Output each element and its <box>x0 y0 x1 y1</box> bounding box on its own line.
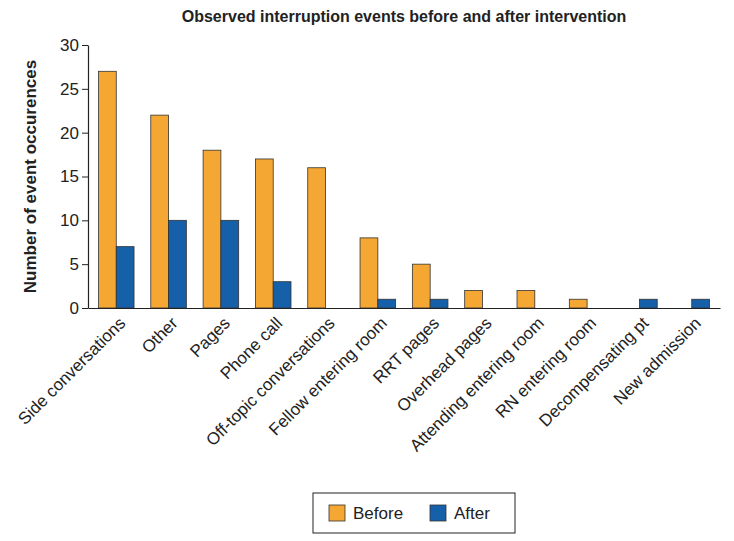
axis-line <box>89 308 721 309</box>
bar <box>203 150 221 308</box>
legend-swatch <box>430 505 446 521</box>
chart: Observed interruption events before and … <box>0 0 734 541</box>
bar <box>430 299 448 308</box>
tick: RN entering room <box>492 308 600 422</box>
legend-item: Before <box>329 504 403 523</box>
legend-swatch <box>329 505 345 521</box>
tick-mark <box>82 177 88 178</box>
tick: 5 <box>70 255 88 274</box>
tick: New admission <box>610 308 705 409</box>
bars <box>98 71 709 308</box>
tick-mark <box>82 89 88 90</box>
x-axis: Side conversationsOtherPagesPhone callOf… <box>14 308 720 455</box>
tick-label: Pages <box>186 314 234 362</box>
bar <box>255 159 273 308</box>
tick: 20 <box>60 124 88 143</box>
tick-label: Other <box>138 313 182 357</box>
tick-label: 5 <box>70 255 79 274</box>
tick: Other <box>138 308 182 357</box>
tick-label: 0 <box>70 299 79 318</box>
bar <box>308 168 326 308</box>
bar <box>692 299 710 308</box>
axis-line <box>88 46 89 309</box>
tick-label: 15 <box>60 167 79 186</box>
tick-label: Overhead pages <box>393 314 495 416</box>
bar <box>116 247 134 308</box>
bar <box>151 115 169 308</box>
bar <box>360 238 378 308</box>
legend-box <box>313 493 515 533</box>
tick-mark <box>82 133 88 134</box>
bar <box>169 220 187 308</box>
tick: 15 <box>60 167 88 186</box>
title: Observed interruption events before and … <box>182 8 627 25</box>
bar <box>98 71 116 308</box>
tick-mark <box>82 45 88 46</box>
bar <box>221 220 239 308</box>
bar <box>465 290 483 308</box>
tick: Overhead pages <box>393 308 495 416</box>
bar <box>273 282 291 308</box>
legend: Before After <box>313 493 515 533</box>
tick-mark <box>82 220 88 221</box>
tick: Pages <box>186 308 234 361</box>
tick-label: 25 <box>60 80 79 99</box>
tick-label: New admission <box>610 314 705 409</box>
bar <box>412 264 430 308</box>
legend-item: After <box>430 504 490 523</box>
tick: 10 <box>60 211 88 230</box>
tick-label: 20 <box>60 124 79 143</box>
series <box>98 71 587 308</box>
bar <box>517 290 535 308</box>
tick: 30 <box>60 36 88 55</box>
tick: 25 <box>60 80 88 99</box>
plot-area: 0 5 10 15 20 25 30 Side conversationsOtherPages… <box>14 36 720 455</box>
series <box>116 220 709 308</box>
tick-label: Side conversations <box>14 314 129 429</box>
tick: 0 <box>70 299 88 318</box>
y-axis-title: Number of event occurences <box>21 60 40 293</box>
tick-mark <box>82 264 88 265</box>
legend-label: After <box>454 504 490 523</box>
tick-label: 10 <box>60 211 79 230</box>
legend-label: Before <box>353 504 403 523</box>
tick-label: 30 <box>60 36 79 55</box>
bar <box>569 299 587 308</box>
bar <box>639 299 657 308</box>
tick-mark <box>82 308 88 309</box>
y-axis: 0 5 10 15 20 25 30 <box>60 36 88 318</box>
tick: Side conversations <box>14 308 129 429</box>
bar <box>378 299 396 308</box>
